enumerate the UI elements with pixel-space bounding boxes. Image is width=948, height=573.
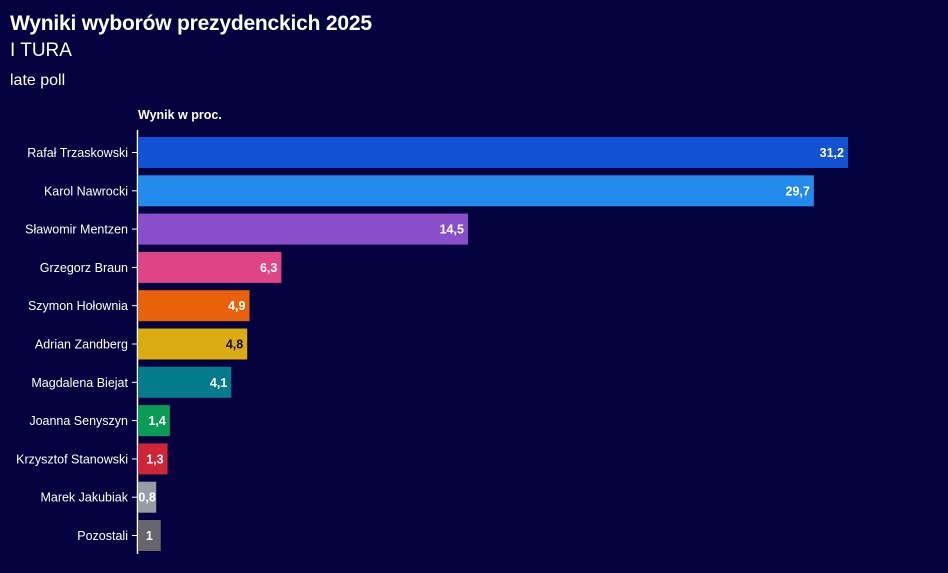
bar bbox=[138, 137, 848, 168]
value-label: 0,8 bbox=[138, 491, 155, 505]
category-label: Grzegorz Braun bbox=[40, 261, 128, 275]
bar bbox=[138, 366, 232, 398]
category-label: Pozostali bbox=[77, 529, 128, 543]
category-label: Sławomir Mentzen bbox=[25, 223, 128, 237]
category-label: Rafał Trzaskowski bbox=[27, 146, 128, 160]
value-label: 4,1 bbox=[210, 376, 227, 390]
bar bbox=[138, 213, 468, 245]
bars-group: Rafał Trzaskowski 31,2 Karol Nawrocki 29,7 S… bbox=[16, 137, 848, 551]
value-label: 1,3 bbox=[146, 452, 163, 466]
bar bbox=[138, 328, 248, 360]
category-label: Joanna Senyszyn bbox=[29, 414, 128, 428]
value-label: 1 bbox=[146, 529, 153, 543]
category-label: Szymon Hołownia bbox=[28, 299, 128, 313]
category-label: Karol Nawrocki bbox=[44, 184, 128, 198]
category-label: Krzysztof Stanowski bbox=[16, 452, 128, 466]
value-label: 6,3 bbox=[260, 261, 277, 275]
chart-note: late poll bbox=[10, 72, 66, 89]
value-label: 4,8 bbox=[226, 338, 243, 352]
bar bbox=[138, 481, 157, 513]
bar bbox=[138, 443, 168, 475]
category-label: Marek Jakubiak bbox=[40, 491, 128, 505]
bar bbox=[138, 520, 161, 551]
value-label: 29,7 bbox=[786, 184, 810, 198]
value-label: 31,2 bbox=[820, 146, 844, 160]
bar bbox=[138, 175, 814, 207]
value-label: 14,5 bbox=[440, 223, 464, 237]
bar bbox=[138, 251, 282, 283]
category-label: Adrian Zandberg bbox=[35, 338, 128, 352]
bar bbox=[138, 405, 170, 437]
x-axis-title: Wynik w proc. bbox=[138, 108, 222, 122]
chart-subtitle: I TURA bbox=[10, 40, 72, 61]
bar bbox=[138, 290, 250, 322]
chart-title: Wyniki wyborów prezydenckich 2025 bbox=[10, 12, 372, 35]
value-label: 1,4 bbox=[148, 414, 165, 428]
category-label: Magdalena Biejat bbox=[31, 376, 128, 390]
value-label: 4,9 bbox=[228, 299, 245, 313]
